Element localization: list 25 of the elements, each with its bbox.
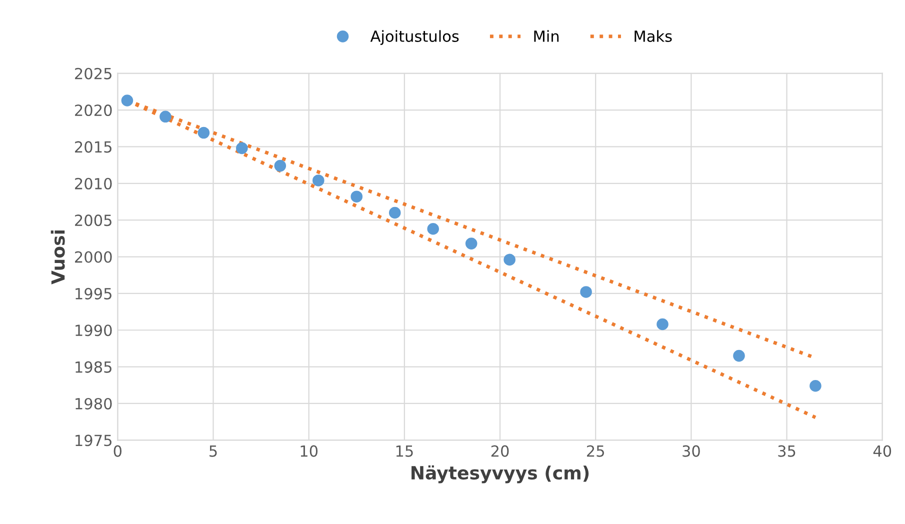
y-tick-label: 2010 xyxy=(75,178,112,190)
y-tick-label: 2000 xyxy=(75,251,112,263)
x-tick-label: 0 xyxy=(114,445,122,457)
x-tick-label: 10 xyxy=(300,445,318,457)
y-tick-label: 1985 xyxy=(76,361,112,373)
x-tick-label: 25 xyxy=(587,445,604,457)
legend-label: Maks xyxy=(634,30,672,42)
legend-label: Ajoitustulos xyxy=(370,30,459,45)
y-tick-label: 1980 xyxy=(76,398,112,410)
y-tick-label: 1975 xyxy=(76,434,112,446)
x-tick-label: 15 xyxy=(396,445,413,457)
legend-label: Min xyxy=(534,30,559,42)
y-axis-title: Vuosi xyxy=(50,230,65,284)
y-tick-label: 2005 xyxy=(75,214,112,226)
y-tick-label: 2015 xyxy=(75,141,112,153)
x-tick-label: 5 xyxy=(210,445,217,457)
y-tick-label: 1995 xyxy=(76,288,112,300)
x-tick-label: 20 xyxy=(491,445,509,457)
x-tick-label: 30 xyxy=(682,445,700,457)
x-tick-label: 40 xyxy=(873,445,892,457)
y-tick-label: 2025 xyxy=(75,68,112,80)
y-tick-label: 1990 xyxy=(76,324,112,336)
y-tick-label: 2020 xyxy=(75,104,112,116)
x-axis-title: Näytesyvyys (cm) xyxy=(412,465,589,484)
x-tick-label: 35 xyxy=(778,445,796,457)
